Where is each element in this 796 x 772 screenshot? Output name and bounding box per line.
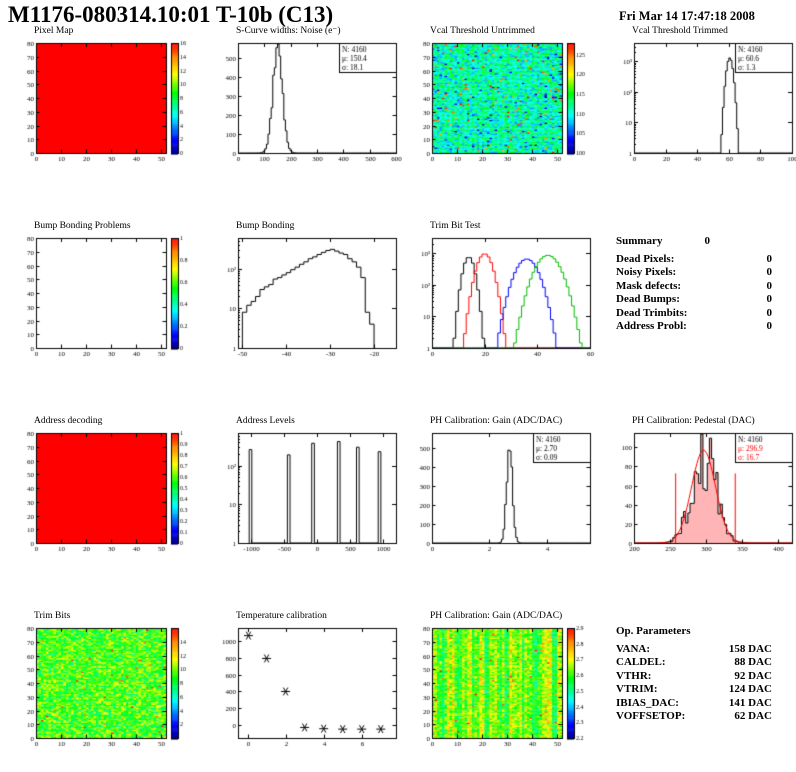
- address-decoding-chart: [8, 427, 200, 557]
- panel-title: Address Levels: [236, 416, 295, 426]
- temperature-chart: [210, 622, 402, 752]
- panel-vcal-trimmed: Vcal Threshold Trimmed: [606, 26, 796, 176]
- panel-title: Bump Bonding: [236, 221, 295, 231]
- summary-value: 0: [766, 293, 773, 306]
- op-label: VTRIM:: [616, 683, 658, 696]
- panel-temperature: Temperature calibration: [210, 611, 402, 761]
- panel-bump-problems: Bump Bonding Problems: [8, 221, 200, 371]
- op-label: VOFFSETOP:: [616, 710, 686, 723]
- op-value: 141 DAC: [728, 696, 772, 709]
- pixel-map-chart: [8, 37, 200, 167]
- panel-title: Trim Bits: [34, 611, 71, 621]
- op-label: IBIAS_DAC:: [616, 696, 679, 709]
- trim-bits-map-chart: [8, 622, 200, 752]
- summary-row: Dead Trimbits: 0: [606, 307, 796, 320]
- panel-title: Trim Bit Test: [430, 221, 481, 231]
- summary-value: 0: [766, 279, 773, 292]
- op-label: VTHR:: [616, 669, 652, 682]
- summary-value: 0: [766, 320, 773, 333]
- panel-title: Vcal Threshold Trimmed: [632, 26, 728, 36]
- summary-label: Dead Trimbits:: [616, 306, 688, 319]
- op-parameter-row: VANA: 158 DAC: [606, 643, 796, 656]
- summary-total: 0: [704, 235, 710, 247]
- summary-label: Noisy Pixels:: [616, 266, 677, 279]
- panel-trim-bits-map: Trim Bits: [8, 611, 200, 761]
- panel-summary: Summary 0 Dead Pixels: 0 Noisy Pixels: 0 M…: [606, 221, 796, 371]
- panel-title: Pixel Map: [34, 26, 74, 36]
- panel-ph-gain-map: PH Calibration: Gain (ADC/DAC): [404, 611, 596, 761]
- panel-bump-bonding: Bump Bonding: [210, 221, 402, 371]
- op-value: 158 DAC: [728, 643, 772, 655]
- op-parameters-title: Op. Parameters: [616, 625, 691, 637]
- summary-value: 0: [766, 253, 773, 265]
- summary-title: Summary: [616, 235, 663, 247]
- summary-label: Mask defects:: [616, 279, 682, 292]
- page-title: M1176-080314.10:01 T-10b (C13): [8, 2, 334, 27]
- summary-row: Mask defects: 0: [606, 280, 796, 293]
- scurve-noise-chart: [210, 37, 402, 167]
- summary-label: Dead Pixels:: [616, 253, 675, 265]
- panel-pixel-map: Pixel Map: [8, 26, 200, 176]
- summary-value: 0: [766, 266, 773, 279]
- summary-row: Dead Pixels: 0: [606, 253, 796, 266]
- summary-row: Address Probl: 0: [606, 320, 796, 333]
- summary-label: Dead Bumps:: [616, 293, 680, 306]
- panel-title: Vcal Threshold Untrimmed: [430, 26, 535, 36]
- panel-title: Bump Bonding Problems: [34, 221, 131, 231]
- panel-ph-pedestal: PH Calibration: Pedestal (DAC): [606, 416, 796, 566]
- address-levels-chart: [210, 427, 402, 557]
- panel-ph-gain-hist: PH Calibration: Gain (ADC/DAC): [404, 416, 596, 566]
- op-parameter-row: IBIAS_DAC: 141 DAC: [606, 697, 796, 710]
- ph-gain-hist-chart: [404, 427, 596, 557]
- op-value: 124 DAC: [728, 683, 772, 696]
- panel-title: PH Calibration: Gain (ADC/DAC): [430, 416, 563, 426]
- op-value: 88 DAC: [734, 656, 772, 669]
- timestamp: Fri Mar 14 17:47:18 2008: [619, 9, 755, 23]
- panel-vcal-untrimmed: Vcal Threshold Untrimmed: [404, 26, 596, 176]
- panel-title: PH Calibration: Pedestal (DAC): [632, 416, 755, 426]
- op-label: CALDEL:: [616, 656, 666, 669]
- ph-gain-map-chart: [404, 622, 596, 752]
- panel-title: Temperature calibration: [236, 611, 327, 621]
- summary-row: Noisy Pixels: 0: [606, 266, 796, 279]
- op-value: 92 DAC: [734, 669, 772, 682]
- summary-value: 0: [766, 306, 773, 319]
- panel-scurve-noise: S-Curve widths: Noise (e⁻): [210, 26, 402, 176]
- panel-trim-bit-test: Trim Bit Test: [404, 221, 596, 371]
- panel-address-levels: Address Levels: [210, 416, 402, 566]
- bump-problems-chart: [8, 232, 200, 362]
- trim-bit-test-chart: [404, 232, 596, 362]
- summary-label: Address Probl:: [616, 320, 687, 333]
- ph-pedestal-chart: [606, 427, 796, 557]
- op-parameter-row: VTHR: 92 DAC: [606, 670, 796, 683]
- panel-title: Address decoding: [34, 416, 103, 426]
- panel-title: S-Curve widths: Noise (e⁻): [236, 26, 341, 36]
- op-parameter-row: VOFFSETOP: 62 DAC: [606, 710, 796, 723]
- op-parameter-row: VTRIM: 124 DAC: [606, 683, 796, 696]
- op-parameter-row: CALDEL: 88 DAC: [606, 656, 796, 669]
- summary-row: Dead Bumps: 0: [606, 293, 796, 306]
- vcal-untrimmed-chart: [404, 37, 596, 167]
- panel-address-decoding: Address decoding: [8, 416, 200, 566]
- panel-op-parameters: Op. Parameters VANA: 158 DAC CALDEL: 88 DA…: [606, 611, 796, 761]
- op-value: 62 DAC: [734, 710, 772, 723]
- op-label: VANA:: [616, 643, 651, 655]
- vcal-trimmed-chart: [606, 37, 796, 167]
- panel-title: PH Calibration: Gain (ADC/DAC): [430, 611, 563, 621]
- bump-bonding-chart: [210, 232, 402, 362]
